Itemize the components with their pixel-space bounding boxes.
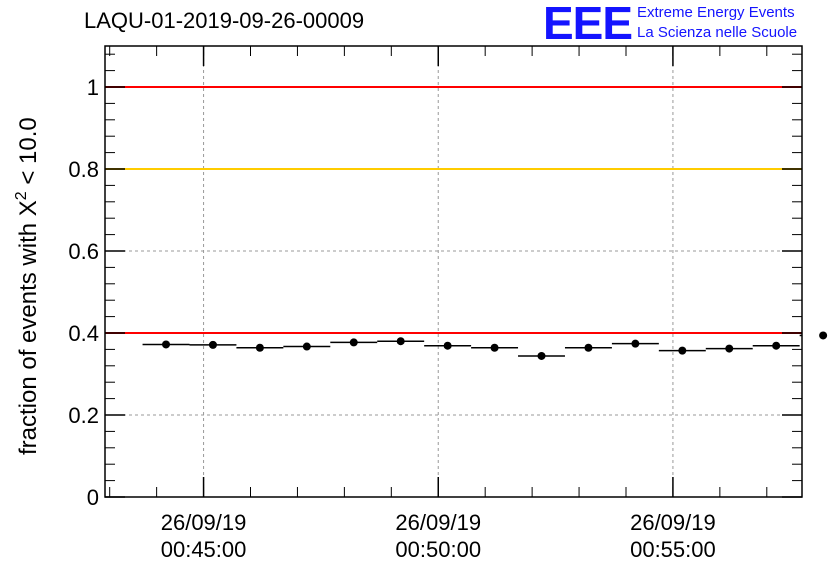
y-tick-label: 1 (87, 75, 99, 100)
y-tick-label: 0.2 (68, 403, 99, 428)
chart-title: LAQU-01-2019-09-26-00009 (84, 8, 365, 33)
data-point (396, 337, 405, 346)
y-axis-label-pre: fraction of events with X (15, 200, 42, 455)
x-tick-label-date: 26/09/19 (630, 510, 716, 535)
reference-lines (105, 86, 802, 334)
x-tick-label-time: 00:50:00 (395, 537, 481, 562)
x-tick-label-time: 00:55:00 (630, 537, 716, 562)
x-tick-label-time: 00:45:00 (161, 537, 247, 562)
y-tick-label: 0.8 (68, 157, 99, 182)
data-point (678, 346, 687, 355)
y-tick-label: 0.6 (68, 239, 99, 264)
tick-labels: 00.20.40.60.8126/09/1900:45:0026/09/1900… (68, 75, 715, 562)
data-point (208, 340, 217, 349)
data-point (255, 343, 264, 352)
data-point (819, 331, 828, 340)
data-point (584, 343, 593, 352)
y-axis-label-post: < 10.0 (15, 117, 42, 191)
data-point (349, 338, 358, 347)
x-tick-label-date: 26/09/19 (395, 510, 481, 535)
y-axis-label-sup: 2 (13, 191, 30, 200)
y-axis-label: fraction of events with X2 < 10.0 (13, 117, 42, 455)
plot-border (104, 45, 803, 498)
axis-ticks (105, 46, 802, 498)
y-tick-label: 0.4 (68, 321, 99, 346)
data-point (772, 341, 781, 350)
data-point (490, 343, 499, 352)
y-tick-label: 0 (87, 485, 99, 510)
data-point (443, 341, 452, 350)
logo-line-2: La Scienza nelle Scuole (637, 24, 798, 41)
data-point (725, 344, 734, 353)
x-tick-label-date: 26/09/19 (161, 510, 247, 535)
data-point (537, 351, 546, 360)
data-points (142, 331, 828, 360)
logo-line-1: Extreme Energy Events (637, 4, 795, 21)
plot-frame (104, 45, 803, 498)
data-point (302, 342, 311, 351)
data-point (631, 339, 640, 348)
grid-lines (105, 46, 802, 497)
eee-logo: EEE (543, 0, 633, 49)
data-point (162, 340, 171, 349)
